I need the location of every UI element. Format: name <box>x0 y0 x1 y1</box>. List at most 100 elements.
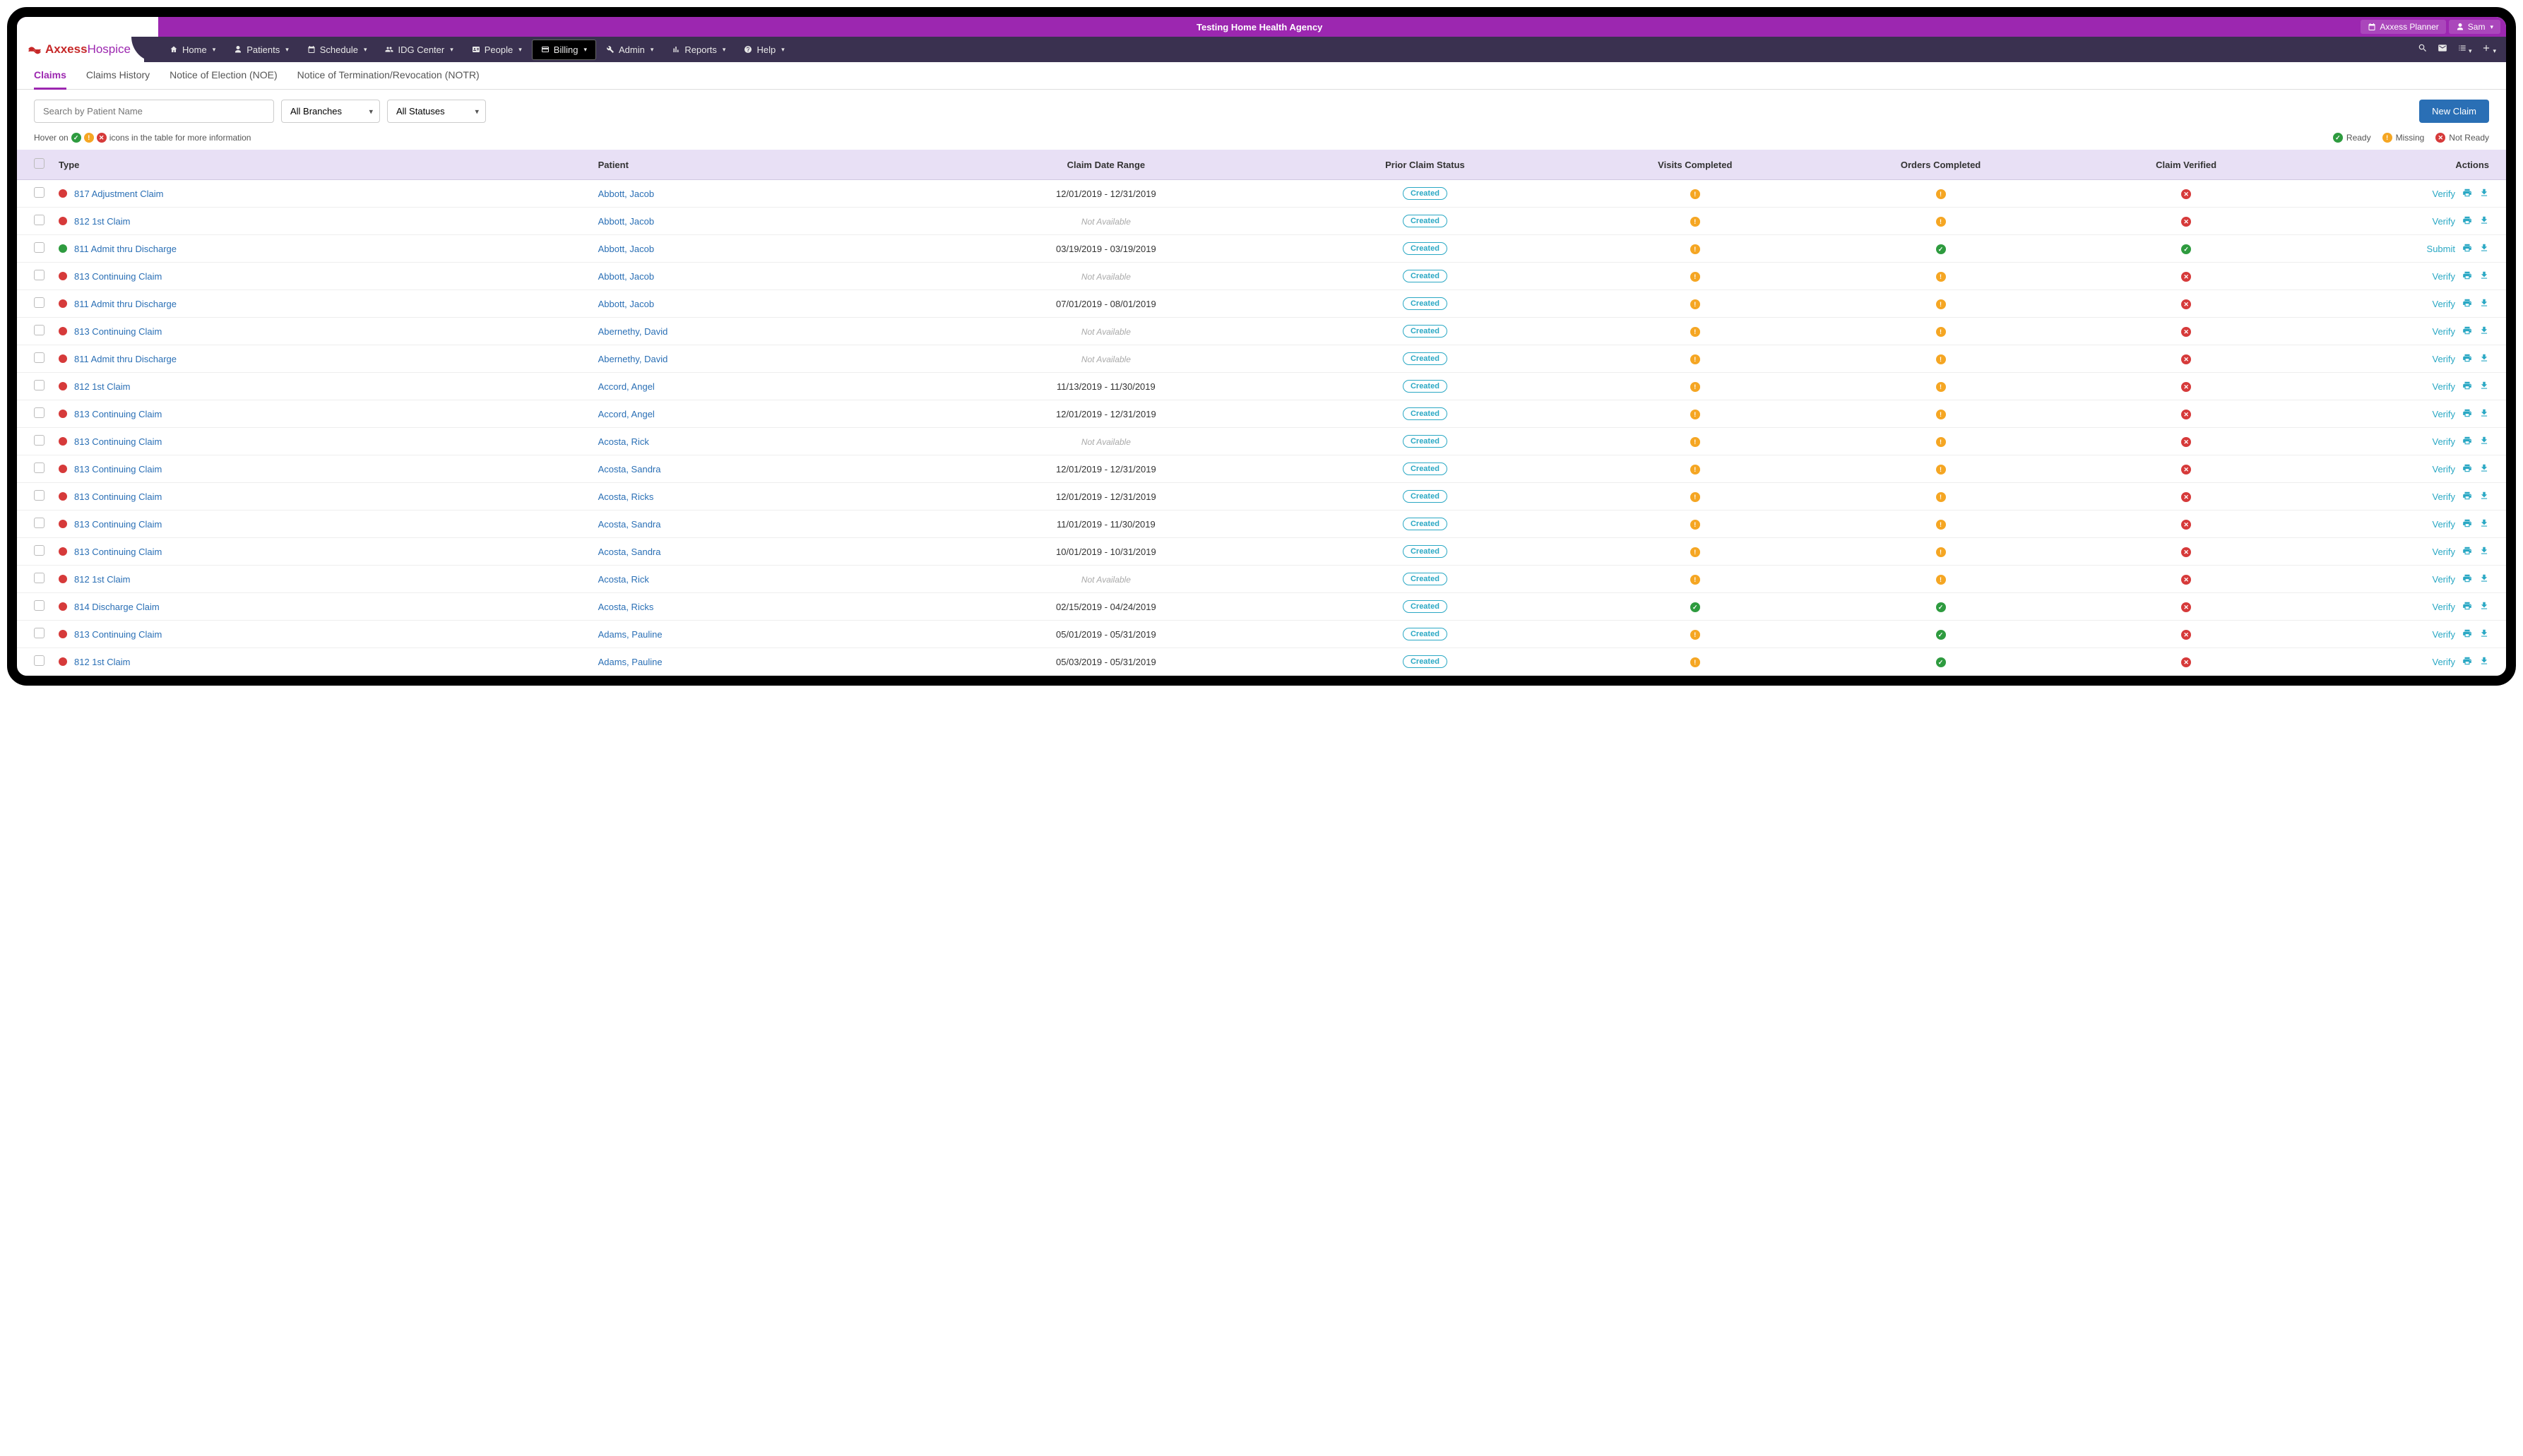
print-icon[interactable] <box>2462 601 2472 613</box>
status-select[interactable]: All Statuses <box>387 100 486 123</box>
row-checkbox[interactable] <box>34 407 44 418</box>
col-type[interactable]: Type <box>52 150 591 180</box>
branch-select[interactable]: All Branches <box>281 100 380 123</box>
claim-type-link[interactable]: 817 Adjustment Claim <box>74 189 163 199</box>
col-prior[interactable]: Prior Claim Status <box>1278 150 1572 180</box>
col-patient[interactable]: Patient <box>591 150 934 180</box>
row-checkbox[interactable] <box>34 463 44 473</box>
claim-type-link[interactable]: 812 1st Claim <box>74 216 130 227</box>
row-checkbox[interactable] <box>34 545 44 556</box>
row-checkbox[interactable] <box>34 215 44 225</box>
download-icon[interactable] <box>2479 628 2489 640</box>
col-orders[interactable]: Orders Completed <box>1818 150 2064 180</box>
verify-link[interactable]: Verify <box>2432 189 2455 199</box>
claim-type-link[interactable]: 813 Continuing Claim <box>74 629 162 640</box>
download-icon[interactable] <box>2479 491 2489 503</box>
download-icon[interactable] <box>2479 463 2489 475</box>
print-icon[interactable] <box>2462 491 2472 503</box>
nav-item-people[interactable]: People▾ <box>463 39 530 61</box>
print-icon[interactable] <box>2462 408 2472 420</box>
row-checkbox[interactable] <box>34 573 44 583</box>
patient-link[interactable]: Abbott, Jacob <box>598 189 655 199</box>
nav-item-patients[interactable]: Patients▾ <box>225 39 297 61</box>
download-icon[interactable] <box>2479 215 2489 227</box>
verify-link[interactable]: Verify <box>2432 629 2455 640</box>
verify-link[interactable]: Verify <box>2432 216 2455 227</box>
patient-link[interactable]: Acosta, Sandra <box>598 519 661 530</box>
claim-type-link[interactable]: 812 1st Claim <box>74 381 130 392</box>
row-checkbox[interactable] <box>34 600 44 611</box>
claim-type-link[interactable]: 813 Continuing Claim <box>74 464 162 475</box>
row-checkbox[interactable] <box>34 655 44 666</box>
row-checkbox[interactable] <box>34 242 44 253</box>
download-icon[interactable] <box>2479 188 2489 200</box>
verify-link[interactable]: Verify <box>2432 271 2455 282</box>
row-checkbox[interactable] <box>34 628 44 638</box>
download-icon[interactable] <box>2479 546 2489 558</box>
claim-type-link[interactable]: 813 Continuing Claim <box>74 409 162 419</box>
nav-item-reports[interactable]: Reports▾ <box>663 39 734 61</box>
print-icon[interactable] <box>2462 436 2472 448</box>
print-icon[interactable] <box>2462 326 2472 338</box>
print-icon[interactable] <box>2462 381 2472 393</box>
download-icon[interactable] <box>2479 298 2489 310</box>
verify-link[interactable]: Verify <box>2432 436 2455 447</box>
verify-link[interactable]: Verify <box>2432 547 2455 557</box>
patient-link[interactable]: Acosta, Rick <box>598 574 649 585</box>
nav-item-home[interactable]: Home▾ <box>161 39 224 61</box>
row-checkbox[interactable] <box>34 490 44 501</box>
print-icon[interactable] <box>2462 573 2472 585</box>
row-checkbox[interactable] <box>34 297 44 308</box>
verify-link[interactable]: Verify <box>2432 519 2455 530</box>
claim-type-link[interactable]: 813 Continuing Claim <box>74 326 162 337</box>
verify-link[interactable]: Verify <box>2432 409 2455 419</box>
patient-link[interactable]: Acosta, Sandra <box>598 464 661 475</box>
claim-type-link[interactable]: 813 Continuing Claim <box>74 491 162 502</box>
patient-link[interactable]: Abernethy, David <box>598 354 668 364</box>
download-icon[interactable] <box>2479 243 2489 255</box>
patient-link[interactable]: Accord, Angel <box>598 381 655 392</box>
print-icon[interactable] <box>2462 243 2472 255</box>
download-icon[interactable] <box>2479 518 2489 530</box>
download-icon[interactable] <box>2479 353 2489 365</box>
verify-link[interactable]: Verify <box>2432 574 2455 585</box>
add-icon[interactable]: ▾ <box>2481 43 2496 56</box>
download-icon[interactable] <box>2479 326 2489 338</box>
logo[interactable]: AxxessHospice <box>17 37 144 62</box>
download-icon[interactable] <box>2479 573 2489 585</box>
patient-link[interactable]: Abernethy, David <box>598 326 668 337</box>
download-icon[interactable] <box>2479 656 2489 668</box>
print-icon[interactable] <box>2462 298 2472 310</box>
submit-link[interactable]: Submit <box>2427 244 2455 254</box>
claim-type-link[interactable]: 812 1st Claim <box>74 574 130 585</box>
patient-link[interactable]: Acosta, Sandra <box>598 547 661 557</box>
claim-type-link[interactable]: 811 Admit thru Discharge <box>74 244 177 254</box>
patient-link[interactable]: Acosta, Ricks <box>598 491 654 502</box>
nav-item-admin[interactable]: Admin▾ <box>598 39 662 61</box>
patient-link[interactable]: Accord, Angel <box>598 409 655 419</box>
nav-item-schedule[interactable]: Schedule▾ <box>299 39 376 61</box>
patient-link[interactable]: Acosta, Rick <box>598 436 649 447</box>
select-all-checkbox[interactable] <box>34 158 44 169</box>
nav-item-help[interactable]: Help▾ <box>735 39 792 61</box>
subtab-claims[interactable]: Claims <box>34 69 66 90</box>
col-date[interactable]: Claim Date Range <box>934 150 1278 180</box>
verify-link[interactable]: Verify <box>2432 299 2455 309</box>
print-icon[interactable] <box>2462 518 2472 530</box>
user-menu-button[interactable]: Sam ▾ <box>2449 20 2500 34</box>
download-icon[interactable] <box>2479 408 2489 420</box>
new-claim-button[interactable]: New Claim <box>2419 100 2489 123</box>
row-checkbox[interactable] <box>34 270 44 280</box>
row-checkbox[interactable] <box>34 380 44 390</box>
download-icon[interactable] <box>2479 601 2489 613</box>
search-input[interactable] <box>34 100 274 123</box>
patient-link[interactable]: Abbott, Jacob <box>598 216 655 227</box>
verify-link[interactable]: Verify <box>2432 326 2455 337</box>
claim-type-link[interactable]: 813 Continuing Claim <box>74 271 162 282</box>
print-icon[interactable] <box>2462 656 2472 668</box>
claim-type-link[interactable]: 814 Discharge Claim <box>74 602 160 612</box>
row-checkbox[interactable] <box>34 518 44 528</box>
verify-link[interactable]: Verify <box>2432 491 2455 502</box>
patient-link[interactable]: Abbott, Jacob <box>598 299 655 309</box>
print-icon[interactable] <box>2462 463 2472 475</box>
